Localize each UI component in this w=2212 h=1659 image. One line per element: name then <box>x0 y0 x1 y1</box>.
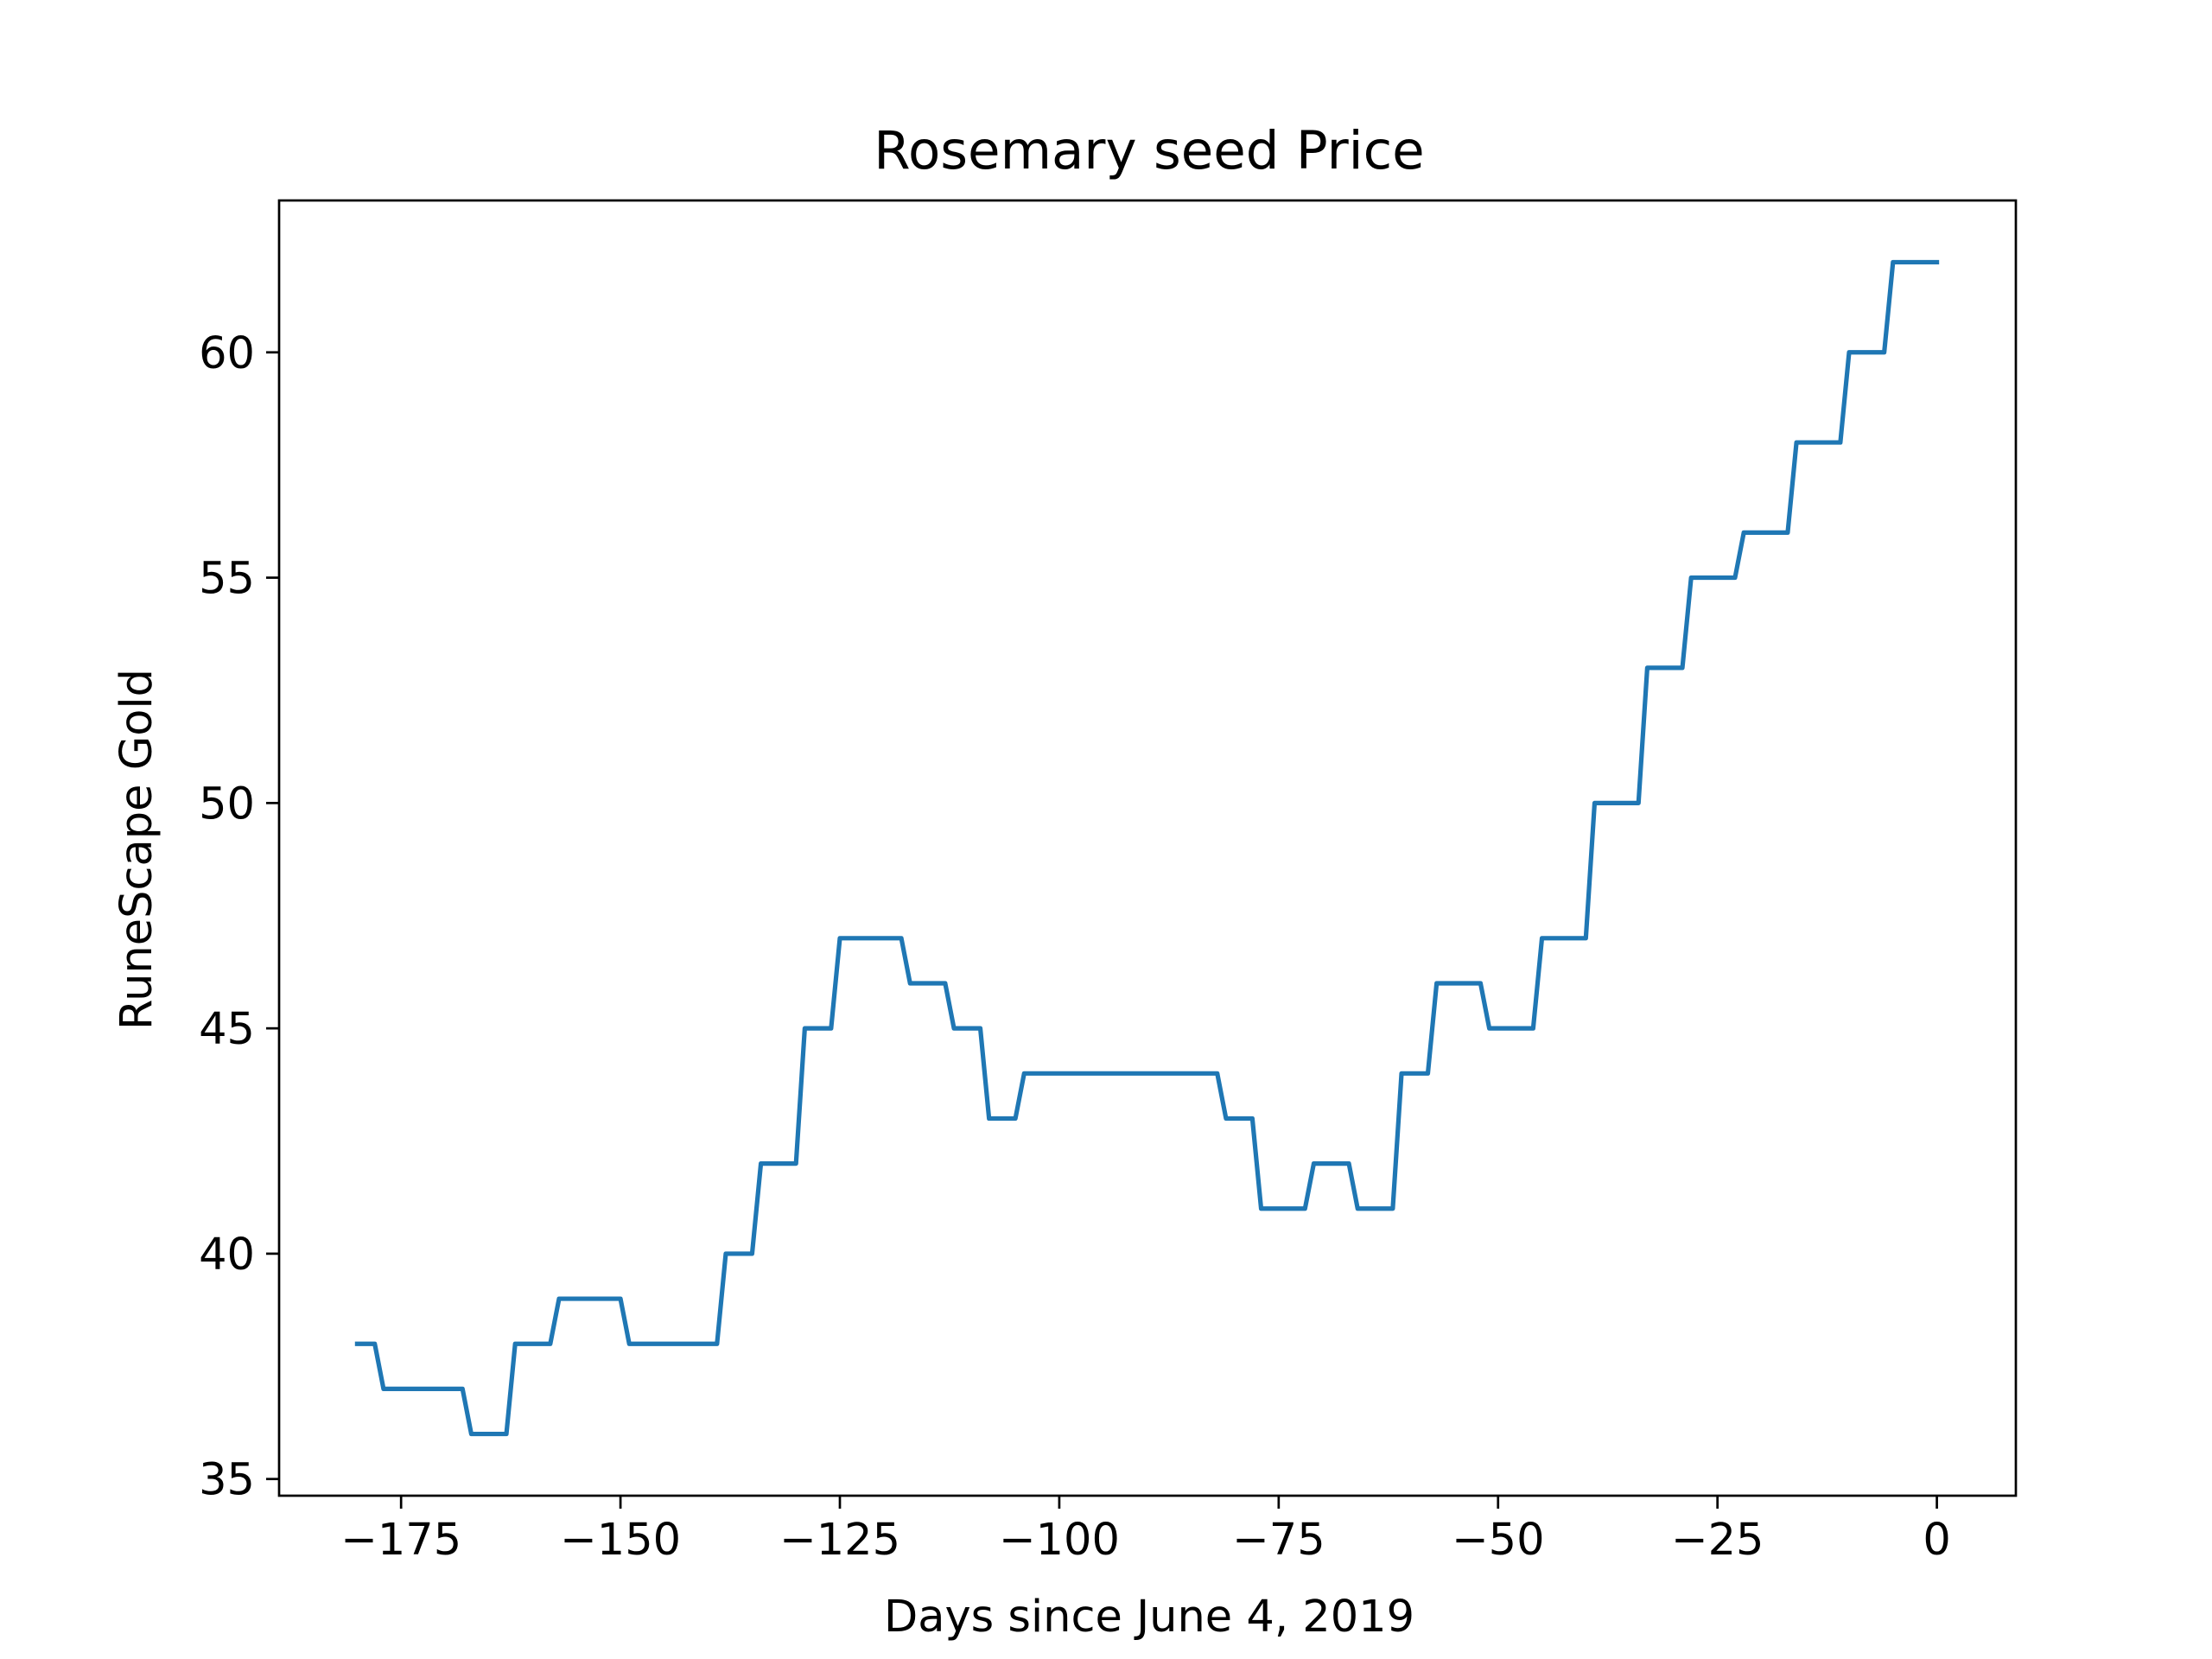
x-tick-label: −50 <box>1452 1515 1545 1566</box>
x-tick-label: −25 <box>1671 1515 1764 1566</box>
chart-title: Rosemary seed Price <box>874 120 1424 181</box>
y-tick-label: 45 <box>199 1004 255 1055</box>
y-tick-label: 60 <box>199 328 255 379</box>
x-tick-label: −175 <box>340 1515 461 1566</box>
x-tick-label: −100 <box>999 1515 1120 1566</box>
plot-area: −175 −150 −125 −100 −75 −50 −25 0 35 40 45 50 55 60 <box>199 199 2018 1566</box>
axes-frame <box>277 199 2018 1497</box>
x-tick-label: −75 <box>1232 1515 1325 1566</box>
x-tick-label: −125 <box>779 1515 900 1566</box>
y-tick-label: 40 <box>199 1230 255 1281</box>
y-tick-label: 55 <box>199 554 255 605</box>
y-tick-label: 35 <box>199 1455 255 1506</box>
x-tick-label: −150 <box>560 1515 681 1566</box>
x-axis-label: Days since June 4, 2019 <box>884 1592 1414 1643</box>
y-tick-label: 50 <box>199 779 255 830</box>
y-axis-label: RuneScape Gold <box>111 669 162 1030</box>
x-tick-label: 0 <box>1923 1515 1950 1566</box>
series-line-0 <box>354 259 1940 1437</box>
